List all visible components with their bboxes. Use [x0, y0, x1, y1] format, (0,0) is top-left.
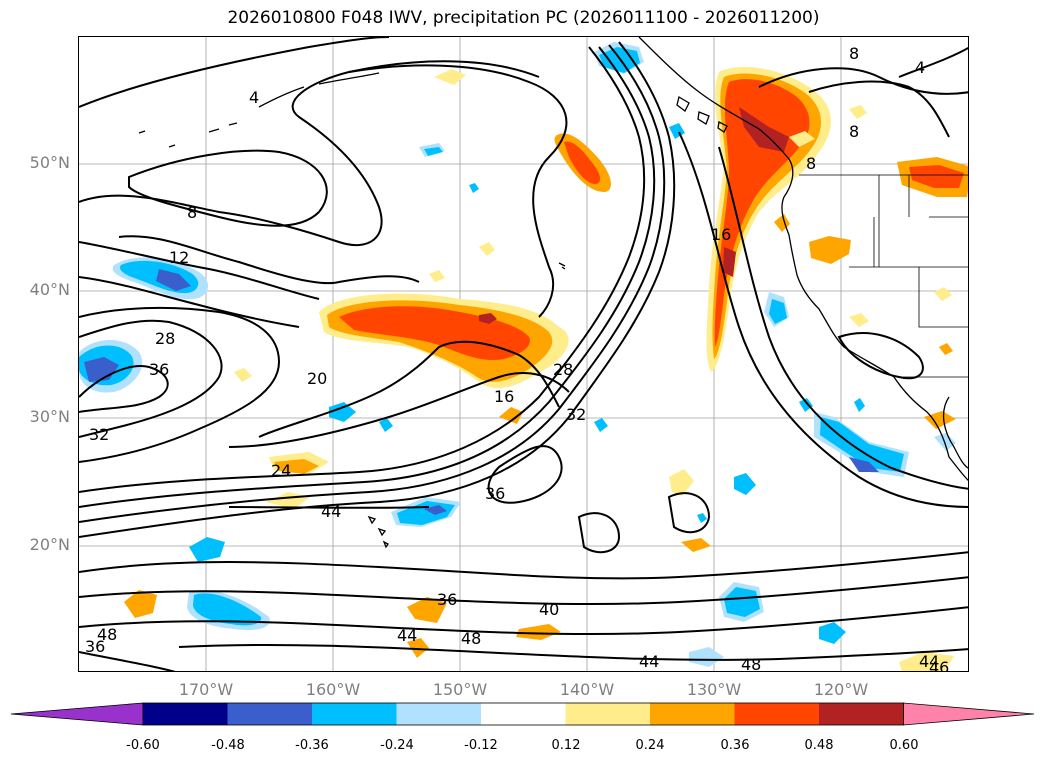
- contour-label: 44: [397, 626, 417, 645]
- contour-label: 20: [307, 369, 327, 388]
- colorbar-frame: [142, 702, 904, 726]
- lon-label-140w: 140°W: [559, 680, 615, 699]
- contour-label: 44: [919, 652, 939, 671]
- contour-label: 8: [187, 203, 197, 222]
- contour-label: 44: [639, 652, 659, 671]
- iwv-contours: [79, 37, 968, 671]
- contour-label: 36: [85, 637, 105, 656]
- precip-shading: [79, 42, 968, 671]
- colorbar-extend-max: [903, 702, 1035, 726]
- colorbar-cell: [565, 703, 651, 725]
- map-canvas: 4 8 8 12 16 16 20 24 28 28 32 32 36 36 3…: [79, 37, 968, 672]
- contour-label: 28: [553, 360, 573, 379]
- contour-labels: 4 8 8 12 16 16 20 24 28 28 32 32 36 36 3…: [85, 44, 949, 672]
- colorbar-tick: 0.12: [551, 738, 581, 753]
- colorbar-cell: [481, 703, 566, 725]
- colorbar-cell: [819, 703, 904, 725]
- colorbar-tick: -0.24: [380, 738, 414, 753]
- contour-label: 12: [169, 248, 189, 267]
- contour-label: 28: [155, 329, 175, 348]
- lon-label-150w: 150°W: [432, 680, 488, 699]
- lon-label-160w: 160°W: [305, 680, 361, 699]
- colorbar-tick: 0.36: [720, 738, 750, 753]
- colorbar-cells: [10, 702, 1035, 726]
- contour-label: 36: [485, 484, 505, 503]
- colorbar-cell: [734, 703, 820, 725]
- contour-label: 4: [915, 58, 925, 77]
- colorbar-tick: -0.36: [295, 738, 329, 753]
- contour-label: 44: [321, 502, 341, 521]
- contour-label: 8: [806, 154, 816, 173]
- lon-label-130w: 130°W: [686, 680, 742, 699]
- contour-label: 32: [89, 425, 109, 444]
- colorbar-tick: -0.48: [211, 738, 245, 753]
- coastlines: [138, 37, 968, 549]
- colorbar-cell: [396, 703, 482, 725]
- political-borders: [799, 174, 968, 378]
- lon-label-170w: 170°W: [178, 680, 234, 699]
- colorbar: [10, 702, 1035, 726]
- lat-label-40n: 40°N: [29, 280, 70, 299]
- colorbar-tick: 0.60: [889, 738, 919, 753]
- colorbar-cell: [312, 703, 397, 725]
- colorbar-tick: -0.12: [464, 738, 498, 753]
- map-title: 2026010800 F048 IWV, precipitation PC (2…: [227, 8, 820, 28]
- contour-label: 48: [741, 655, 761, 672]
- lat-label-50n: 50°N: [29, 153, 70, 172]
- contour-label: 46: [929, 658, 949, 672]
- contour-label: 24: [271, 461, 291, 480]
- colorbar-cell: [227, 703, 313, 725]
- colorbar-cell: [650, 703, 735, 725]
- contour-label: 8: [849, 122, 859, 141]
- contour-label: 48: [97, 625, 117, 644]
- map-panel: 4 8 8 12 16 16 20 24 28 28 32 32 36 36 3…: [78, 36, 969, 672]
- colorbar-cell: [143, 703, 228, 725]
- colorbar-tick: 0.24: [635, 738, 665, 753]
- contour-label: 8: [849, 44, 859, 63]
- contour-label: 32: [566, 405, 586, 424]
- lon-label-120w: 120°W: [813, 680, 869, 699]
- contour-label: 16: [494, 387, 514, 406]
- colorbar-tick: 0.48: [804, 738, 834, 753]
- colorbar-tick: -0.60: [126, 738, 160, 753]
- lat-label-30n: 30°N: [29, 407, 70, 426]
- contour-label: 36: [149, 360, 169, 379]
- contour-label: 16: [711, 225, 731, 244]
- contour-label: 4: [249, 88, 259, 107]
- contour-label: 36: [437, 590, 457, 609]
- contour-label: 40: [539, 600, 559, 619]
- lat-label-20n: 20°N: [29, 535, 70, 554]
- colorbar-extend-min: [10, 702, 144, 726]
- contour-label: 48: [461, 629, 481, 648]
